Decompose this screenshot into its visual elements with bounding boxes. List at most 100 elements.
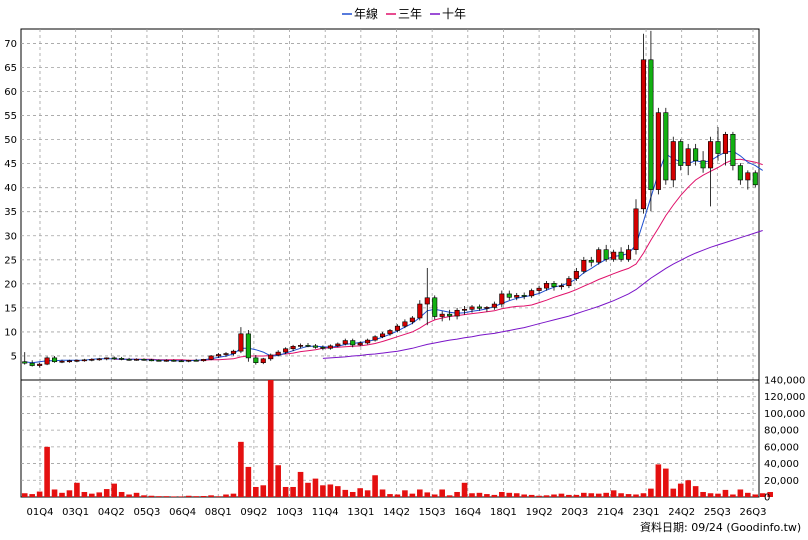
volume-bar [454,491,460,497]
volume-bar [670,488,677,497]
candle-body [298,345,304,347]
price-tick-label: 60 [4,87,17,98]
price-tick-label: 65 [4,63,17,74]
x-tick-label: 19Q2 [526,507,553,518]
volume-bar [29,494,35,497]
candle-body [648,59,654,190]
volume-bar [700,491,706,497]
volume-bar [737,489,744,497]
volume-bar [618,493,624,497]
volume-bar [476,492,483,497]
volume-bar [51,489,58,497]
candle-body [544,283,550,289]
candle-body [730,134,736,166]
volume-tick-label: 60,000 [764,442,799,453]
x-tick-label: 13Q1 [347,507,374,518]
candle-body [193,359,199,362]
x-tick-label: 08Q1 [205,507,232,518]
candle-body [253,357,259,363]
candle-body [469,306,475,310]
candle-body [454,309,460,317]
candle-body [59,360,65,363]
candle-body [216,354,222,357]
volume-bar [111,483,117,497]
candle-body [402,321,408,327]
volume-bar [267,380,274,497]
candle-body [573,271,579,279]
candle-body [663,112,669,181]
volume-bar [320,485,326,497]
candle-body [603,249,609,260]
volume-bar [81,491,88,497]
volume-bar [640,493,647,497]
volume-bar [245,466,252,497]
volume-bar [297,471,304,497]
candle-body [178,360,184,363]
candle-body [372,336,378,341]
price-tick-label: 15 [4,303,17,314]
candle-body [432,297,438,317]
candle-body [715,141,721,154]
volume-bar [59,492,65,497]
candle-body [44,357,50,365]
volume-bar [767,491,773,497]
volume-bar [521,494,527,497]
candle-body [521,295,527,297]
x-tick-label: 04Q2 [98,507,125,518]
volume-bar [439,489,445,497]
volume-bar [588,493,595,497]
candle-body [611,251,617,260]
candle-body [752,172,758,186]
volume-bar [461,482,468,497]
volume-bar [44,446,50,497]
candle-body [74,359,80,362]
candle-body [104,357,110,360]
x-axis: 01Q4 03Q1 04Q2 05Q3 06Q4 08Q1 09Q2 10Q3 11Q4 13Q1… [27,507,767,518]
x-tick-label: 18Q1 [490,507,517,518]
price-tick-label: 35 [4,207,17,218]
volume-bar [648,488,654,497]
footer-source: 資料日期: 09/24 (Goodinfo.tw) [640,520,801,534]
candle-body [312,345,318,348]
price-tick-label: 40 [4,183,17,194]
candle-body [462,309,468,311]
volume-bar [513,493,520,497]
candle-body [640,59,646,210]
candle-body [722,134,728,154]
volume-bar [633,494,639,497]
x-tick-label: 23Q1 [633,507,660,518]
candle-body [134,359,140,361]
x-tick-label: 06Q4 [169,507,196,518]
volume-bar [655,464,662,497]
candle-body [163,359,169,362]
x-tick-label: 26Q3 [740,507,767,518]
volume-tick-label: 140,000 [764,376,805,387]
volume-tick-label: 100,000 [764,409,805,420]
volume-tick-label: 20,000 [764,476,799,487]
volume-bar [89,493,95,497]
volume-bar [342,489,349,497]
moving-average-lines [24,150,763,364]
annual-line [24,150,763,364]
legend-three-year-label: 三年 [398,7,422,21]
candle-body [484,307,490,309]
volume-bar [469,493,475,497]
volume-bar [603,492,609,497]
volume-bar [156,496,162,497]
volume-tick-label: 80,000 [764,426,799,437]
volume-panel: 0 20,000 40,000 60,000 80,000 100,000 120,000 1… [20,376,805,504]
candle-body [327,345,333,349]
volume-tick-label: 120,000 [764,392,805,403]
volume-bar [66,490,73,497]
x-tick-label: 20Q3 [561,507,588,518]
candle-body [439,313,445,317]
legend: 年線 三年 十年 [342,6,466,21]
candle-body [693,148,699,162]
candle-body [365,339,371,344]
x-tick-label: 09Q2 [240,507,267,518]
candle-body [417,303,423,319]
candle-body [290,346,296,350]
candle-body [588,259,594,263]
volume-bar [223,494,229,497]
candle-body [37,363,43,366]
